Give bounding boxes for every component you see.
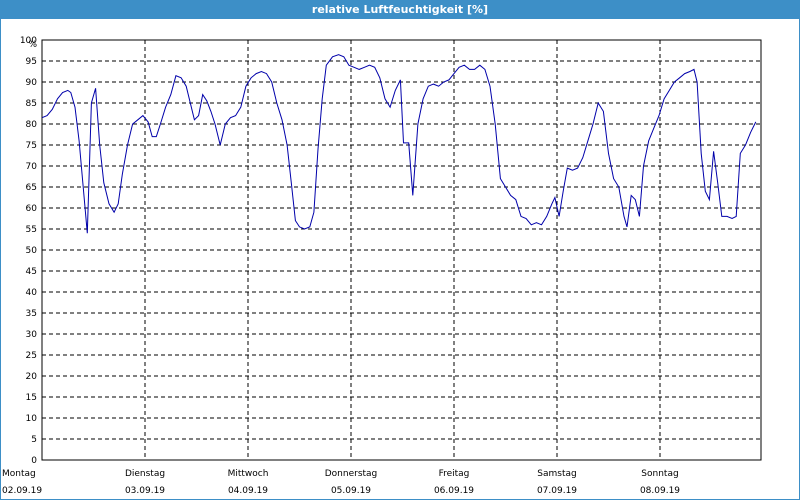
- y-tick-label: 65: [26, 183, 37, 193]
- y-tick-label: 25: [26, 351, 37, 361]
- grid-lines: [42, 40, 761, 460]
- y-tick-label: 75: [26, 141, 37, 151]
- y-tick-labels: 0 5 10 15 20 25 30 35 40 45 50 55 60 65 70 75 80 85 90 95 10…: [20, 36, 37, 466]
- y-tick-label: 15: [26, 393, 37, 403]
- y-tick-label: 5: [31, 435, 37, 445]
- x-tick-date: 04.09.19: [228, 486, 268, 496]
- y-tick-label: 60: [26, 204, 38, 214]
- y-tick-label: 100: [20, 36, 37, 46]
- x-tick-date: 07.09.19: [537, 486, 577, 496]
- humidity-line: [41, 54, 757, 234]
- x-tick-day: Mittwoch: [228, 469, 269, 479]
- x-tick-day: Samstag: [537, 469, 576, 479]
- x-tick-date: 03.09.19: [125, 486, 165, 496]
- y-tick-label: 50: [26, 246, 38, 256]
- x-tick-day: Freitag: [439, 469, 470, 479]
- y-tick-label: 40: [26, 288, 38, 298]
- x-tick-day: Montag: [2, 469, 36, 479]
- y-tick-label: 35: [26, 309, 37, 319]
- x-tick-day: Dienstag: [125, 469, 165, 479]
- y-tick-label: 55: [26, 225, 37, 235]
- y-tick-label: 85: [26, 99, 37, 109]
- x-tick-labels: Montag 02.09.19 Dienstag 03.09.19 Mittwoch 04…: [2, 469, 680, 496]
- y-tick-label: 80: [26, 120, 38, 130]
- x-tick-date: 02.09.19: [2, 486, 42, 496]
- y-tick-label: 90: [26, 78, 38, 88]
- y-tick-label: 70: [26, 162, 38, 172]
- x-tick-date: 05.09.19: [331, 486, 371, 496]
- y-tick-label: 95: [26, 57, 37, 67]
- y-tick-label: 10: [26, 414, 38, 424]
- x-tick-day: Sonntag: [641, 469, 678, 479]
- y-tick-label: 45: [26, 267, 37, 277]
- y-axis-unit: %: [28, 40, 37, 50]
- y-tick-label: 0: [31, 456, 37, 466]
- chart-title: relative Luftfeuchtigkeit [%]: [0, 0, 800, 19]
- x-tick-day: Donnerstag: [325, 469, 378, 479]
- y-tick-label: 20: [26, 372, 38, 382]
- x-tick-date: 08.09.19: [640, 486, 680, 496]
- x-tick-date: 06.09.19: [434, 486, 474, 496]
- y-tick-label: 30: [26, 330, 38, 340]
